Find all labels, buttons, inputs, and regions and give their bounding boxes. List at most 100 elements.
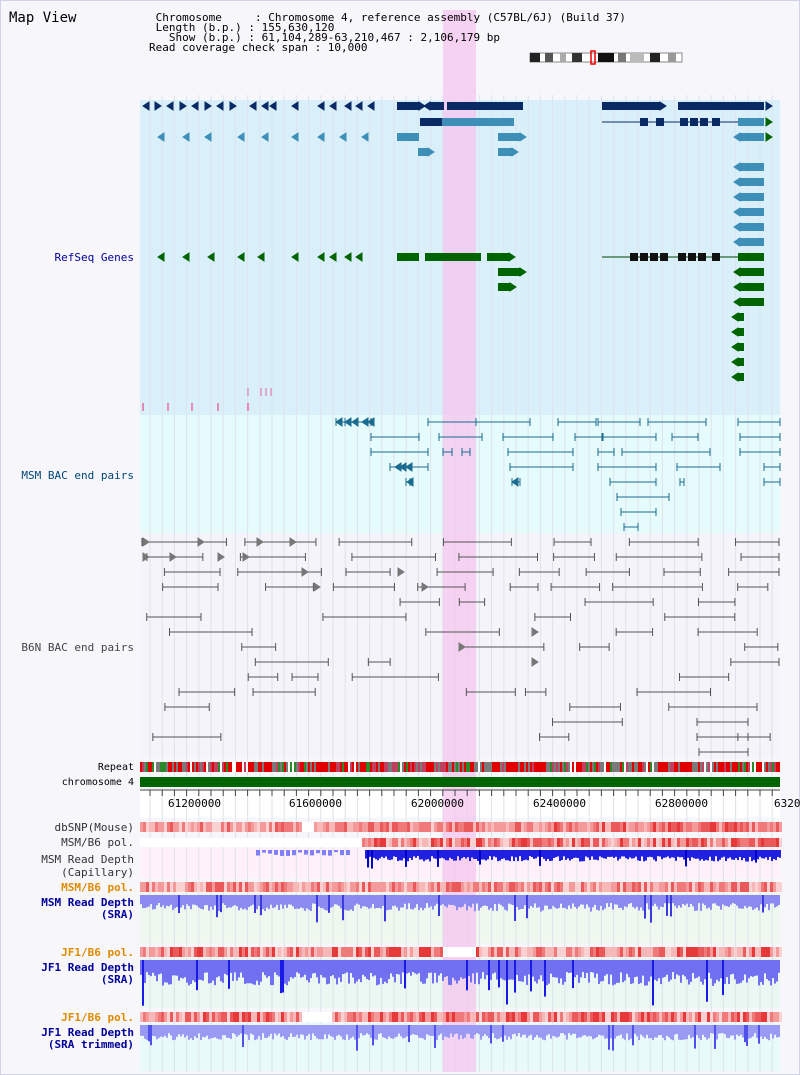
jf1-sra-depth	[200, 960, 202, 980]
repeat-segment	[592, 762, 594, 772]
coverage-span-info: Read coverage check span : 10,000	[149, 41, 368, 54]
msm-sra-depth	[182, 895, 184, 906]
track-label-msm-depth-capillary[interactable]: MSM Read Depth	[41, 853, 134, 866]
dbsnp-cell	[605, 822, 608, 832]
jf1-b6-pol-trimmed-cell	[671, 1012, 674, 1022]
repeat-segment	[748, 762, 750, 772]
refseq-gene-green	[740, 268, 764, 276]
msm-b6-pol-cell	[554, 838, 557, 847]
jf1-b6-pol-trimmed-cell	[461, 1012, 464, 1022]
msm-b6-pol-sra-cell	[572, 882, 575, 892]
msm-b6-pol-cell	[503, 838, 506, 847]
repeat-segment	[160, 762, 162, 772]
jf1-trimmed-depth	[566, 1025, 568, 1040]
jf1-b6-pol-cell	[467, 947, 470, 957]
repeat-segment	[336, 762, 338, 772]
track-label-msm-bac[interactable]: MSM BAC end pairs	[21, 469, 134, 482]
jf1-trimmed-depth	[666, 1025, 668, 1036]
msm-sra-depth	[516, 895, 518, 907]
msm-sra-depth	[724, 895, 726, 906]
jf1-trimmed-depth	[688, 1025, 690, 1035]
jf1-sra-depth	[384, 960, 386, 982]
jf1-b6-pol-cell	[251, 947, 254, 957]
jf1-sra-depth	[588, 960, 590, 983]
jf1-sra-depth	[738, 960, 740, 984]
msm-b6-pol-sra-cell	[179, 882, 182, 892]
msm-b6-pol-sra-cell	[320, 882, 323, 892]
msm-b6-pol-sra-cell	[680, 882, 683, 892]
jf1-b6-pol-trimmed-cell	[152, 1012, 155, 1022]
refseq-exon	[712, 118, 720, 126]
msm-b6-pol-cell	[464, 838, 467, 847]
repeat-segment	[194, 762, 196, 772]
jf1-sra-depth	[440, 960, 442, 974]
track-label-msm-b6-pol-capillary[interactable]: MSM/B6 pol.	[61, 836, 134, 849]
jf1-sra-depth	[704, 960, 706, 980]
dbsnp-cell	[434, 822, 437, 832]
jf1-b6-pol-trimmed-cell	[698, 1012, 701, 1022]
msm-capillary-depth	[575, 850, 577, 858]
dbsnp-cell	[404, 822, 407, 832]
msm-sra-depth	[376, 895, 378, 908]
track-label-dbsnp[interactable]: dbSNP(Mouse)	[54, 821, 134, 834]
jf1-b6-pol-cell	[575, 947, 578, 957]
track-label-repeat[interactable]: Repeat	[97, 762, 134, 773]
dbsnp-cell	[176, 822, 179, 832]
repeat-segment	[640, 762, 642, 772]
msm-sra-depth	[576, 895, 578, 909]
refseq-transcript	[738, 118, 764, 126]
repeat-segment	[298, 762, 300, 772]
jf1-b6-pol-cell	[386, 947, 389, 957]
jf1-trimmed-depth	[614, 1025, 616, 1039]
msm-b6-pol-cell	[494, 838, 497, 847]
jf1-b6-pol-trimmed-cell	[758, 1012, 761, 1022]
jf1-b6-pol-cell	[362, 947, 365, 957]
track-label-b6n-bac[interactable]: B6N BAC end pairs	[21, 641, 134, 654]
dbsnp-cell	[260, 822, 263, 832]
repeat-segment	[174, 762, 176, 772]
msm-capillary-depth	[419, 850, 421, 860]
jf1-trimmed-depth	[158, 1025, 160, 1038]
refseq-gene-arrow	[511, 147, 519, 157]
jf1-sra-depth	[346, 960, 348, 973]
jf1-sra-depth	[318, 960, 320, 984]
msm-b6-pol-sra-cell	[539, 882, 542, 892]
jf1-trimmed-depth	[206, 1025, 208, 1036]
msm-sra-depth	[708, 895, 710, 908]
track-label-jf1-b6-pol-trimmed[interactable]: JF1/B6 pol.	[61, 1011, 134, 1024]
jf1-b6-pol-cell	[263, 947, 266, 957]
repeat-segment	[594, 762, 596, 772]
track-label-jf1-b6-pol-sra[interactable]: JF1/B6 pol.	[61, 946, 134, 959]
track-label-jf1-depth-trimmed[interactable]: JF1 Read Depth	[41, 1026, 134, 1039]
jf1-b6-pol-cell	[686, 947, 689, 957]
msm-b6-pol-sra-cell	[185, 882, 188, 892]
track-label-refseq[interactable]: RefSeq Genes	[54, 251, 134, 264]
track-label-msm-b6-pol-sra[interactable]: MSM/B6 pol.	[61, 881, 134, 894]
jf1-sra-depth	[772, 960, 774, 979]
jf1-b6-pol-cell	[281, 947, 284, 957]
jf1-b6-pol-cell	[701, 947, 704, 957]
jf1-b6-pol-cell	[740, 947, 743, 957]
msm-capillary-depth	[705, 850, 707, 860]
track-label-msm-depth-sra[interactable]: MSM Read Depth	[41, 896, 134, 909]
msm-b6-pol-cell	[263, 838, 266, 847]
jf1-b6-pol-trimmed-cell	[746, 1012, 749, 1022]
jf1-sra-depth	[248, 960, 250, 984]
msm-b6-pol-sra-cell	[743, 882, 746, 892]
dbsnp-cell	[683, 822, 686, 832]
msm-b6-pol-cell	[452, 838, 455, 847]
jf1-sra-depth	[154, 960, 156, 976]
jf1-trimmed-depth	[440, 1025, 442, 1034]
msm-capillary-depth	[699, 850, 701, 861]
msm-capillary-depth	[651, 850, 653, 858]
jf1-trimmed-depth	[474, 1025, 476, 1035]
msm-capillary-depth	[525, 850, 527, 860]
track-label-jf1-depth-sra[interactable]: JF1 Read Depth	[41, 961, 134, 974]
msm-b6-pol-cell	[389, 838, 392, 847]
jf1-trimmed-depth	[646, 1025, 648, 1035]
repeat-segment	[154, 762, 156, 772]
repeat-segment	[150, 762, 152, 772]
repeat-segment	[286, 762, 288, 772]
msm-sra-depth	[700, 895, 702, 911]
